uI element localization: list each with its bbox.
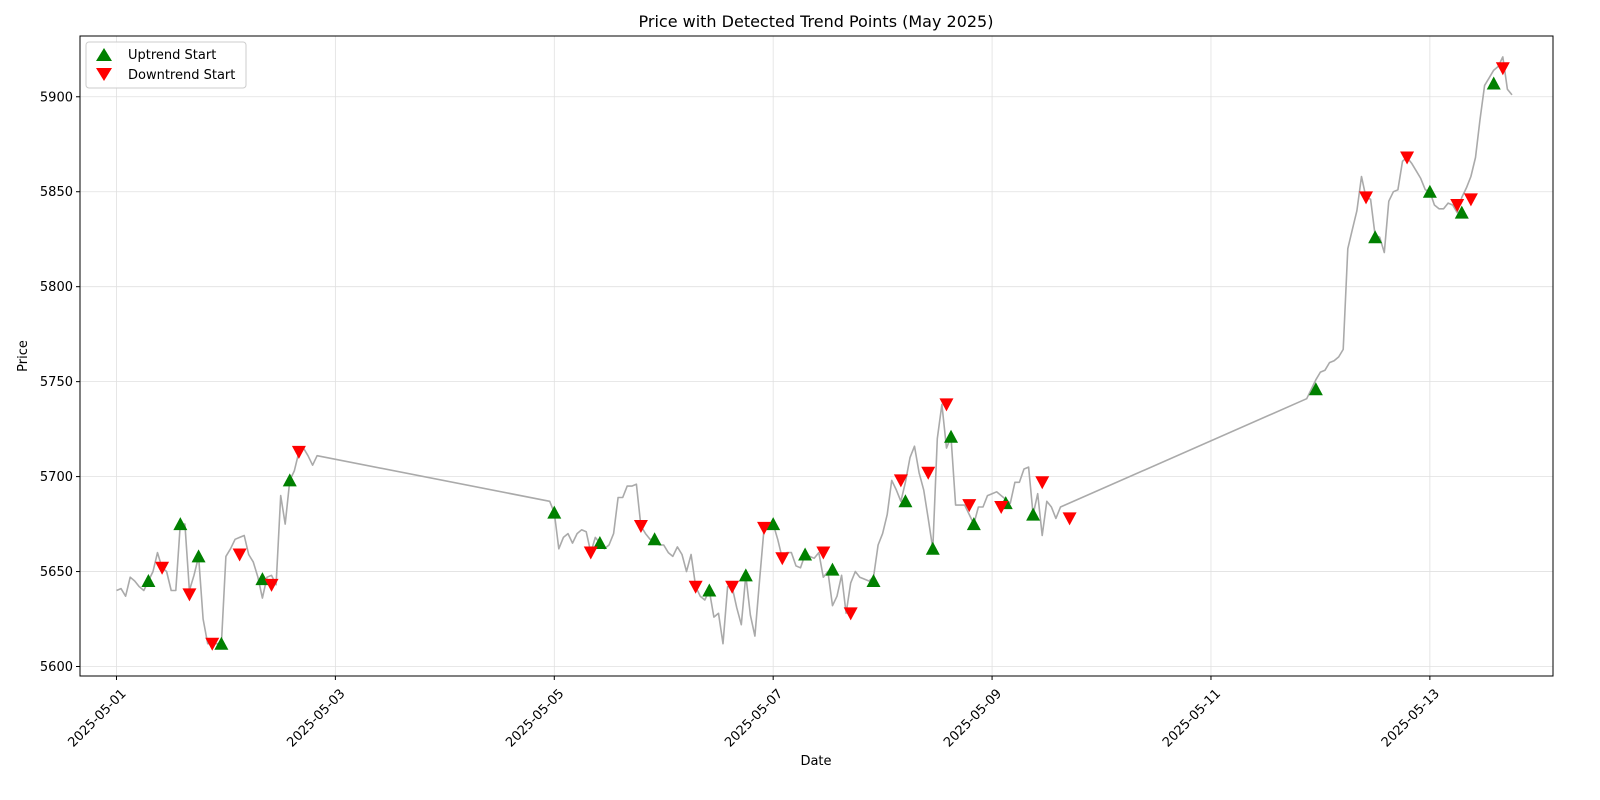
y-tick-label: 5700 xyxy=(40,470,73,485)
y-tick-label: 5600 xyxy=(40,660,73,675)
uptrend-marker xyxy=(798,547,813,561)
downtrend-marker xyxy=(155,561,170,575)
downtrend-marker xyxy=(232,548,247,562)
uptrend-marker xyxy=(1368,230,1383,244)
uptrend-marker xyxy=(866,574,881,588)
downtrend-marker xyxy=(893,474,908,488)
downtrend-marker xyxy=(182,588,197,602)
downtrend-marker xyxy=(775,552,790,566)
uptrend-marker xyxy=(702,583,717,597)
uptrend-marker xyxy=(898,494,913,508)
uptrend-marker xyxy=(1486,76,1501,90)
downtrend-marker xyxy=(939,398,954,412)
uptrend-marker xyxy=(547,505,562,519)
downtrend-marker xyxy=(816,546,831,560)
legend: Uptrend Start Downtrend Start xyxy=(85,41,247,89)
downtrend-marker xyxy=(1463,193,1478,207)
uptrend-marker xyxy=(766,517,781,531)
downtrend-marker xyxy=(962,499,977,513)
uptrend-marker xyxy=(925,541,940,555)
downtrend-marker xyxy=(1062,512,1077,526)
uptrend-marker xyxy=(647,532,662,546)
downtrend-marker xyxy=(1359,191,1374,205)
y-tick-label: 5850 xyxy=(40,185,73,200)
downtrend-marker xyxy=(921,466,936,480)
downtrend-marker xyxy=(757,521,772,535)
downtrend-marker xyxy=(843,607,858,621)
uptrend-marker xyxy=(738,568,753,582)
x-axis-label: Date xyxy=(800,754,831,769)
legend-downtrend-marker xyxy=(96,68,112,81)
downtrend-marker xyxy=(1400,151,1415,165)
uptrend-marker xyxy=(825,562,840,576)
downtrend-marker xyxy=(688,580,703,594)
uptrend-marker xyxy=(214,636,229,650)
legend-downtrend-label: Downtrend Start xyxy=(128,68,235,83)
downtrend-marker xyxy=(994,500,1009,514)
uptrend-marker xyxy=(1454,205,1469,219)
y-tick-label: 5800 xyxy=(40,280,73,295)
y-tick-label: 5650 xyxy=(40,565,73,580)
legend-box xyxy=(85,41,247,89)
downtrend-marker xyxy=(1450,199,1465,213)
uptrend-marker xyxy=(944,429,959,443)
uptrend-marker xyxy=(173,517,188,531)
downtrend-marker xyxy=(205,637,220,651)
uptrend-marker xyxy=(592,536,607,550)
legend-uptrend-label: Uptrend Start xyxy=(128,48,216,63)
downtrend-marker xyxy=(583,546,598,560)
uptrend-marker xyxy=(966,517,981,531)
downtrend-marker xyxy=(1495,62,1510,76)
uptrend-marker xyxy=(1026,507,1041,521)
markers-layer xyxy=(141,62,1510,651)
y-axis-label: Price xyxy=(16,340,31,372)
downtrend-marker xyxy=(264,578,279,592)
downtrend-marker xyxy=(1035,476,1050,490)
uptrend-marker xyxy=(255,572,270,586)
grid xyxy=(80,36,1553,676)
plot-frame xyxy=(79,35,1554,677)
downtrend-marker xyxy=(291,445,306,459)
downtrend-marker xyxy=(725,580,740,594)
uptrend-marker xyxy=(191,549,206,563)
uptrend-marker xyxy=(1308,382,1323,396)
downtrend-marker xyxy=(633,519,648,533)
uptrend-marker xyxy=(282,473,297,487)
legend-uptrend-marker xyxy=(96,48,112,61)
uptrend-marker xyxy=(1422,184,1437,198)
y-tick-label: 5900 xyxy=(40,90,73,105)
chart-title: Price with Detected Trend Points (May 20… xyxy=(639,12,994,31)
uptrend-marker xyxy=(141,574,156,588)
y-tick-label: 5750 xyxy=(40,375,73,390)
